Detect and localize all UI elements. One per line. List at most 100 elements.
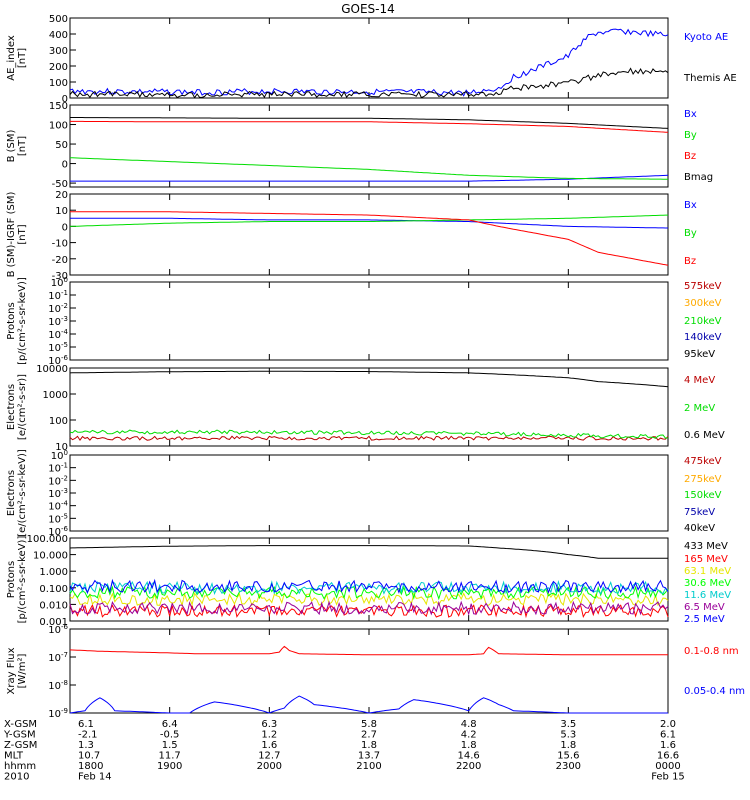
y-tick-label-1-0: -50 <box>52 179 68 190</box>
y-tick-label-3-6: 100 <box>51 276 68 289</box>
ephemeris-value-3-2: 1.8 <box>361 740 377 751</box>
series-line-1-By <box>69 157 668 180</box>
legend-4-2: 0.6 MeV <box>684 430 725 441</box>
y-axis-label-4-1: [e/(cm²-s-sr)] <box>17 374 28 440</box>
ephemeris-value-0-2: 1.3 <box>78 740 94 751</box>
y-axis-label-4-0: Electrons <box>6 384 17 430</box>
ephemeris-value-6-2: 1.6 <box>660 740 676 751</box>
y-axis-label-0-0: AE_index <box>6 35 17 81</box>
ephemeris-value-3-4: 2100 <box>356 761 381 772</box>
y-tick-label-1-3: 100 <box>49 121 68 132</box>
y-axis-label-3-1: [p/(cm²-s-sr-keV)] <box>17 277 28 365</box>
legend-6-3: 30.6 MeV <box>684 578 731 589</box>
chart-title: GOES-14 <box>341 2 395 16</box>
legend-1-3: Bmag <box>684 172 713 183</box>
ephemeris-value-1-1: -0.5 <box>160 730 180 741</box>
ephemeris-value-0-1: -2.1 <box>78 730 98 741</box>
ephemeris-value-6-0: 2.0 <box>660 719 676 730</box>
legend-1-2: Bz <box>684 151 696 162</box>
y-tick-label-4-3: 10000 <box>36 364 68 375</box>
series-line-1-Bz <box>70 120 669 133</box>
y-tick-label-2-0: -30 <box>52 271 68 282</box>
ephemeris-value-2-2: 1.6 <box>261 740 277 751</box>
legend-4-1: 2 MeV <box>684 403 715 414</box>
y-tick-label-6-0: 0.001 <box>39 617 68 628</box>
ephemeris-value-5-2: 1.8 <box>560 740 576 751</box>
y-tick-label-0-1: 100 <box>49 78 68 89</box>
ephemeris-label-5: 2010 <box>4 772 29 783</box>
ephemeris-value-6-1: 6.1 <box>660 730 676 741</box>
y-tick-label-5-5: 10-1 <box>48 462 68 475</box>
ephemeris-value-6-4: 0000 <box>655 761 680 772</box>
y-tick-label-5-0: 10-6 <box>48 525 68 538</box>
y-axis-label-3-0: Protons <box>6 302 17 339</box>
y-axis-label-7-0: Xray Flux <box>6 647 17 694</box>
y-tick-label-0-4: 400 <box>49 30 68 41</box>
y-tick-label-3-3: 10-3 <box>48 315 68 328</box>
y-tick-label-7-1: 10-8 <box>48 679 68 692</box>
series-line-6-165-MeV <box>69 603 669 619</box>
panel-frame-3 <box>69 281 669 361</box>
y-tick-label-5-6: 100 <box>51 449 68 462</box>
ephemeris-value-0-5: Feb 14 <box>78 772 112 783</box>
ephemeris-value-4-4: 2200 <box>456 761 481 772</box>
y-tick-label-6-5: 100.000 <box>27 534 68 545</box>
series-line-0-Themis-AE <box>69 67 669 99</box>
y-tick-label-6-2: 0.100 <box>39 584 68 595</box>
y-tick-label-2-4: 10 <box>55 206 68 217</box>
legend-0-0: Kyoto AE <box>684 32 728 43</box>
legend-2-1: By <box>684 228 697 239</box>
series-line-2-Bz <box>70 211 669 266</box>
y-tick-label-5-2: 10-4 <box>48 500 68 513</box>
series-line-6-11-6-MeV <box>69 579 669 596</box>
series-line-6-30-6-MeV <box>69 585 669 601</box>
y-tick-label-2-3: 0 <box>62 222 68 233</box>
panel-frame-0 <box>69 17 669 99</box>
panel-frame-5 <box>69 454 669 532</box>
legend-6-1: 165 MeV <box>684 554 728 565</box>
y-axis-label-5-1: [e/(cm²-s-sr-keV)] <box>17 449 28 537</box>
ephemeris-value-5-1: 5.3 <box>560 730 576 741</box>
y-axis-label-6-0: Protons <box>6 561 17 598</box>
series-line-2-Bx <box>70 217 668 229</box>
y-tick-label-0-5: 500 <box>49 14 68 25</box>
legend-3-4: 95keV <box>684 349 715 360</box>
series-line-4-0-6-MeV <box>69 370 669 388</box>
legend-6-6: 2.5 MeV <box>684 614 725 625</box>
ephemeris-value-3-3: 13.7 <box>358 751 380 762</box>
legend-0-1: Themis AE <box>683 73 737 84</box>
legend-5-1: 275keV <box>684 474 722 485</box>
ephemeris-value-0-4: 1800 <box>78 761 103 772</box>
ephemeris-value-0-0: 6.1 <box>78 719 94 730</box>
ephemeris-value-2-3: 12.7 <box>258 751 280 762</box>
series-line-4-4-MeV <box>69 435 669 441</box>
ephemeris-value-5-0: 3.5 <box>560 719 576 730</box>
legend-5-3: 75keV <box>684 507 715 518</box>
ephemeris-label-1: Y-GSM <box>3 730 36 741</box>
ephemeris-value-5-3: 15.6 <box>557 751 579 762</box>
y-tick-label-3-1: 10-5 <box>48 341 68 354</box>
ephemeris-value-1-3: 11.7 <box>159 751 181 762</box>
ephemeris-value-5-4: 2300 <box>556 761 581 772</box>
ephemeris-label-0: X-GSM <box>4 719 37 730</box>
ephemeris-value-4-1: 4.2 <box>461 730 477 741</box>
legend-1-1: By <box>684 130 697 141</box>
y-tick-label-0-3: 300 <box>49 46 68 57</box>
legend-4-0: 4 MeV <box>684 375 715 386</box>
y-axis-label-7-1: [W/m²] <box>17 653 28 688</box>
y-tick-label-7-2: 10-7 <box>48 651 68 664</box>
ephemeris-value-2-1: 1.2 <box>261 730 277 741</box>
y-tick-label-0-2: 200 <box>49 62 68 73</box>
y-tick-label-7-3: 10-6 <box>48 623 68 636</box>
series-line-7-0-1-0-8-nm <box>69 645 668 656</box>
ephemeris-value-1-2: 1.5 <box>162 740 178 751</box>
series-line-1-Bmag <box>70 117 669 129</box>
legend-6-4: 11.6 MeV <box>684 590 731 601</box>
y-tick-label-0-0: 0 <box>62 94 68 105</box>
legend-6-0: 433 MeV <box>684 541 728 552</box>
series-line-6-6-5-MeV <box>69 600 669 616</box>
series-line-2-By <box>69 214 668 227</box>
legend-7-1: 0.05-0.4 nm <box>684 686 745 697</box>
ephemeris-value-3-1: 2.7 <box>361 730 377 741</box>
